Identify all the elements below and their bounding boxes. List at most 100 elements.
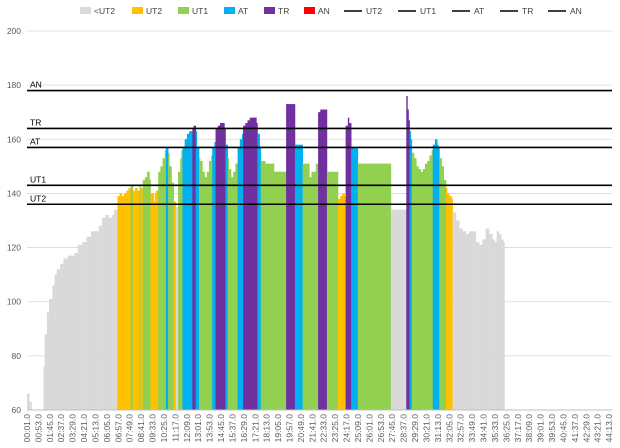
hr-bar — [300, 144, 302, 410]
hr-bar — [298, 144, 300, 410]
hr-bar — [104, 217, 106, 410]
hr-bar — [434, 139, 437, 411]
hr-bar — [128, 188, 130, 410]
hr-bar — [471, 231, 473, 410]
hr-bar — [225, 144, 227, 410]
hr-bar — [247, 120, 249, 410]
hr-bar — [498, 234, 501, 410]
hr-bar — [493, 239, 495, 410]
hr-bar — [63, 258, 65, 410]
hr-bar — [163, 158, 166, 410]
hr-bar — [194, 125, 197, 410]
hr-bar — [105, 215, 107, 410]
hr-bar — [106, 215, 108, 410]
hr-bar — [76, 252, 79, 410]
hr-bar — [260, 160, 263, 410]
hr-bar — [56, 269, 59, 410]
hr-bar — [254, 117, 256, 410]
hr-bar — [393, 209, 395, 410]
hr-bar — [46, 312, 49, 410]
hr-bar — [205, 177, 208, 410]
hr-bar — [70, 255, 72, 410]
x-tick-label: 41:37.0 — [570, 414, 580, 443]
x-tick-label: 08:41.0 — [136, 414, 146, 443]
hr-bar — [443, 179, 446, 410]
hr-bar — [319, 112, 321, 411]
hr-bar — [206, 171, 209, 410]
hr-bar — [72, 255, 74, 410]
hr-bar — [216, 128, 219, 410]
hr-bar — [480, 244, 482, 410]
hr-bar — [130, 185, 133, 410]
hr-bar — [174, 201, 177, 410]
x-tick-label: 00:53.0 — [33, 414, 43, 443]
hr-bar — [103, 217, 105, 410]
hr-bar — [217, 125, 220, 410]
hr-bar — [236, 163, 238, 410]
legend-label: UT1 — [192, 6, 208, 16]
hr-bar — [352, 147, 354, 410]
hr-bar — [335, 171, 338, 410]
hr-bar — [291, 104, 294, 410]
hr-bar — [362, 163, 364, 410]
hr-bar — [248, 120, 251, 410]
hr-bar — [336, 171, 339, 410]
hr-bar — [495, 242, 498, 410]
hr-bar — [442, 166, 445, 410]
hr-bar — [173, 201, 176, 410]
x-tick-label: 19:05.0 — [273, 414, 283, 443]
hr-bar — [312, 171, 314, 410]
axes: 60 80 100 120 140 160 180 200 00:01.0 00:53.0 01:4… — [7, 26, 614, 442]
x-tick-label: 07:49.0 — [125, 414, 135, 443]
hr-bar — [262, 160, 265, 410]
x-tick-label: 04:21.0 — [79, 414, 89, 443]
hr-bar — [307, 163, 309, 410]
hr-bar — [474, 231, 477, 410]
hr-bar — [385, 163, 387, 410]
hr-bar — [45, 334, 48, 410]
hr-bar — [496, 231, 499, 410]
hr-bar — [111, 215, 114, 410]
hr-bar — [58, 269, 61, 410]
legend-swatch — [178, 7, 189, 14]
hr-bar — [283, 171, 286, 410]
hr-bar — [224, 128, 226, 410]
hr-bar — [89, 236, 92, 410]
hr-bar — [389, 163, 392, 410]
hr-bar — [191, 131, 193, 410]
hr-bar — [243, 125, 245, 410]
hr-bar — [67, 255, 70, 410]
hr-bar — [488, 234, 491, 410]
hr-bar — [131, 185, 134, 410]
x-tick-label: 05:13.0 — [90, 414, 100, 443]
hr-bar — [74, 252, 76, 410]
hr-bar — [380, 163, 383, 410]
hr-bar — [60, 263, 62, 410]
hr-bar — [454, 212, 457, 410]
hr-bar — [333, 171, 335, 410]
y-tick-label: 180 — [7, 80, 21, 90]
x-tick-label: 28:37.0 — [399, 414, 409, 443]
hr-bar — [368, 163, 371, 410]
hr-bar — [383, 163, 385, 410]
hr-bar — [223, 123, 225, 410]
threshold-label: UT2 — [30, 193, 46, 203]
hr-bar — [406, 95, 408, 410]
hr-bar — [354, 147, 356, 410]
hr-bar — [195, 131, 198, 410]
hr-bar — [98, 225, 101, 410]
hr-bar — [82, 242, 84, 410]
x-tick-label: 32:05.0 — [444, 414, 454, 443]
hr-bar — [337, 198, 340, 410]
hr-bar — [73, 255, 75, 410]
hr-bar — [79, 244, 82, 410]
hr-bar — [222, 123, 224, 410]
hr-bar — [77, 244, 80, 410]
x-tick-label: 23:25.0 — [330, 414, 340, 443]
hr-bar — [143, 179, 146, 410]
legend-swatch — [224, 7, 235, 14]
hr-bar — [267, 163, 269, 410]
hr-bar — [203, 171, 205, 410]
hr-bar — [142, 179, 145, 410]
hr-bar — [49, 299, 51, 410]
